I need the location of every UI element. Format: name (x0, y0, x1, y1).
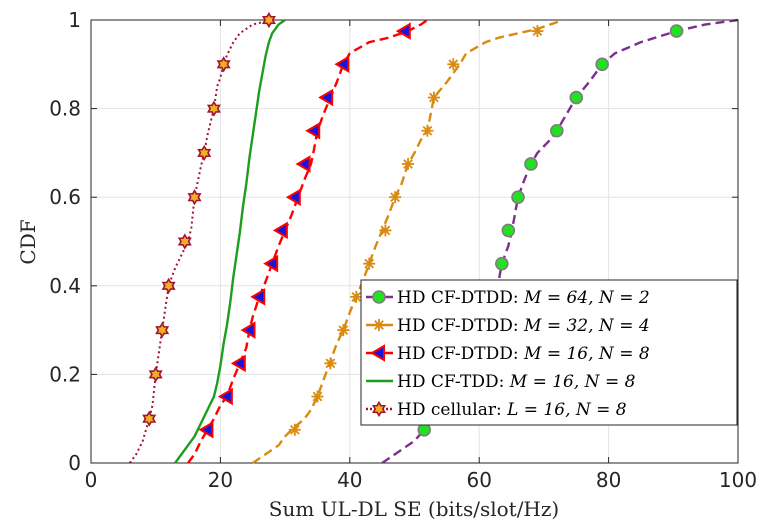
data-point-series-3 (240, 321, 256, 339)
data-point-series-3 (305, 122, 321, 140)
series-line-5 (129, 19, 273, 464)
legend-label: HD CF-DTDD: M = 16, N = 8 (397, 344, 650, 364)
data-point-series-5 (148, 366, 163, 383)
data-point-series-5 (197, 144, 212, 161)
legend-entry-5: HD cellular: L = 16, N = 8 (366, 400, 627, 420)
legend-entry-2: HD CF-DTDD: M = 32, N = 4 (366, 316, 650, 336)
x-axis-label: Sum UL-DL SE (bits/slot/Hz) (269, 497, 559, 521)
data-point-series-1 (495, 256, 509, 271)
data-point-series-5 (161, 277, 176, 294)
plot-frame (90, 19, 739, 464)
y-axis-ticks: 0 0.2 0.4 0.6 0.8 1 (49, 8, 738, 475)
data-point-series-3 (272, 221, 288, 240)
legend-label-prefix: HD CF-DTDD: (397, 316, 524, 336)
data-point-series-1 (501, 223, 516, 238)
data-point-series-2 (350, 290, 363, 303)
data-point-series-5 (216, 56, 231, 73)
data-point-series-1 (511, 190, 525, 204)
data-point-series-5 (155, 322, 170, 339)
data-point-series-1 (524, 157, 538, 171)
data-point-series-3 (230, 354, 246, 373)
data-point-series-3 (198, 421, 214, 439)
data-point-series-2 (363, 257, 376, 270)
legend-box (360, 279, 738, 426)
legend-label-prefix: HD CF-TDD: (397, 372, 510, 392)
x-tick-label: 0 (85, 468, 98, 492)
data-point-series-1 (669, 24, 684, 38)
legend-marker (372, 400, 386, 418)
data-point-series-2 (311, 390, 324, 403)
data-point-series-5 (261, 11, 276, 29)
x-tick-label: 20 (208, 468, 233, 492)
legend-marker (373, 319, 385, 331)
legend-label: HD CF-TDD: M = 16, N = 8 (397, 372, 636, 392)
x-axis-ticks: 0 20 40 60 80 100 (85, 20, 757, 492)
data-point-series-1 (569, 90, 584, 105)
x-tick-label: 40 (337, 468, 362, 492)
data-point-series-2 (324, 357, 337, 370)
legend-label-math: M = 64, N = 2 (523, 288, 650, 308)
legend-marker (370, 344, 385, 362)
y-tick-label: 0.6 (49, 185, 81, 209)
data-point-series-1 (595, 57, 609, 72)
data-point-series-3 (263, 254, 279, 273)
legend-label-math: M = 16, N = 8 (509, 372, 636, 392)
legend-entry-4: HD CF-TDD: M = 16, N = 8 (366, 372, 636, 392)
data-point-series-3 (250, 288, 266, 306)
data-point-series-2 (379, 224, 392, 237)
legend: HD CF-DTDD: M = 64, N = 2HD CF-DTDD: M =… (360, 279, 738, 426)
legend-entry-1: HD CF-DTDD: M = 64, N = 2 (366, 288, 650, 308)
x-tick-label: 100 (719, 468, 757, 492)
data-point-series-2 (402, 157, 415, 170)
x-tick-label: 80 (596, 468, 621, 492)
data-point-series-1 (550, 123, 564, 138)
data-point-series-3 (295, 155, 311, 173)
legend-entry-3: HD CF-DTDD: M = 16, N = 8 (366, 344, 650, 364)
legend-label-math: L = 16, N = 8 (506, 400, 627, 420)
data-point-series-5 (187, 189, 202, 206)
series-line-4 (174, 19, 286, 464)
data-point-series-5 (142, 410, 157, 427)
data-point-series-3 (285, 188, 301, 206)
legend-label-prefix: HD CF-DTDD: (397, 288, 524, 308)
legend-label-prefix: HD CF-DTDD: (397, 344, 524, 364)
data-point-series-2 (447, 58, 460, 71)
y-tick-label: 0.2 (49, 362, 81, 386)
y-tick-label: 0.4 (49, 274, 81, 298)
data-point-series-1 (417, 422, 432, 437)
legend-label: HD CF-DTDD: M = 64, N = 2 (397, 288, 650, 308)
data-point-series-3 (217, 387, 233, 406)
data-point-series-5 (177, 233, 192, 250)
y-tick-label: 1 (68, 8, 81, 32)
legend-label: HD cellular: L = 16, N = 8 (397, 400, 627, 420)
data-point-series-2 (389, 191, 402, 204)
legend-marker (372, 290, 386, 304)
legend-label-math: M = 16, N = 8 (523, 344, 650, 364)
data-point-series-2 (337, 324, 350, 337)
data-point-series-3 (318, 88, 334, 107)
y-axis-label: CDF (16, 219, 40, 264)
data-point-series-3 (334, 55, 350, 74)
y-tick-label: 0 (68, 451, 81, 475)
x-tick-label: 60 (466, 468, 491, 492)
data-point-series-2 (427, 91, 440, 104)
data-point-series-2 (421, 124, 434, 137)
y-tick-label: 0.8 (49, 97, 81, 121)
legend-label-math: M = 32, N = 4 (523, 316, 650, 336)
legend-label-prefix: HD cellular: (397, 400, 507, 420)
data-point-series-2 (531, 25, 544, 38)
data-point-series-3 (395, 22, 411, 40)
legend-label: HD CF-DTDD: M = 32, N = 4 (397, 316, 650, 336)
data-point-series-5 (206, 100, 221, 117)
data-point-series-2 (288, 423, 301, 436)
series-markers (142, 11, 684, 439)
